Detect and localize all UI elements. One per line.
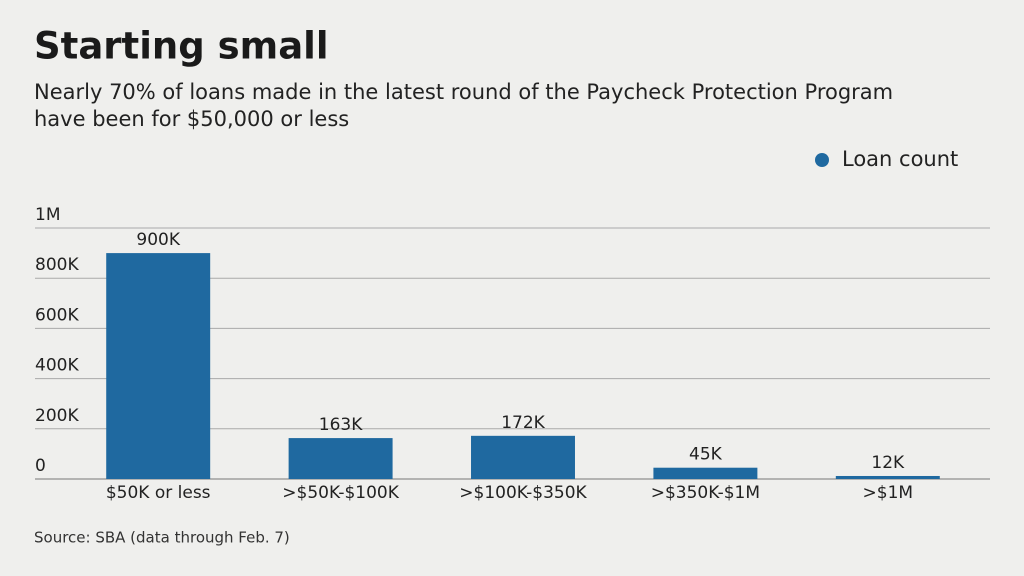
bar — [471, 435, 575, 479]
chart-title: Starting small — [34, 25, 329, 68]
data-label: 163K — [319, 415, 363, 435]
legend-marker — [815, 153, 829, 167]
chart-subtitle: have been for $50,000 or less — [34, 107, 349, 131]
x-tick-label: >$1M — [863, 483, 914, 503]
x-tick-label: >$50K-$100K — [282, 483, 399, 503]
legend-label: Loan count — [842, 147, 958, 171]
bar — [288, 438, 393, 479]
data-label: 12K — [871, 453, 905, 473]
source-note: Source: SBA (data through Feb. 7) — [34, 529, 290, 547]
x-tick-label: >$100K-$350K — [459, 483, 587, 503]
bar — [106, 253, 211, 479]
y-tick-label: 1M — [35, 205, 60, 225]
x-tick-label: >$350K-$1M — [651, 483, 760, 503]
data-label: 900K — [136, 230, 180, 250]
y-tick-label: 400K — [35, 356, 79, 376]
x-tick-label: $50K or less — [106, 483, 211, 503]
bar — [653, 467, 758, 479]
y-tick-label: 200K — [35, 406, 79, 426]
data-label: 172K — [501, 413, 545, 433]
chart-subtitle: Nearly 70% of loans made in the latest r… — [34, 80, 893, 104]
bar — [835, 475, 940, 479]
data-label: 45K — [689, 445, 723, 465]
y-tick-label: 0 — [35, 456, 46, 476]
y-tick-label: 600K — [35, 305, 79, 325]
y-tick-label: 800K — [35, 255, 79, 275]
